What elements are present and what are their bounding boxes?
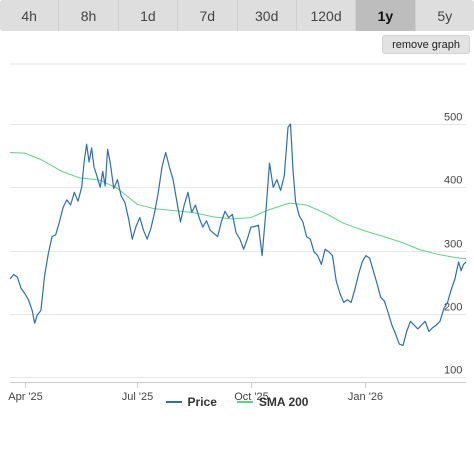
legend-item-price[interactable]: Price (165, 395, 217, 409)
legend-swatch-sma-200 (236, 401, 253, 403)
tab-120d[interactable]: 120d (296, 0, 356, 31)
legend-swatch-price (165, 401, 182, 403)
y-tick-label-200: 200 (444, 302, 462, 314)
tab-8h[interactable]: 8h (59, 0, 118, 31)
tab-1y[interactable]: 1y (356, 0, 415, 31)
x-tick-label-1: Jul '25 (122, 391, 153, 403)
tab-5y[interactable]: 5y (415, 0, 474, 31)
x-tick-label-3: Jan '26 (348, 391, 383, 403)
y-tick-label-400: 400 (444, 175, 462, 187)
x-tick-label-2: Oct '25 (234, 391, 269, 403)
tab-1d[interactable]: 1d (118, 0, 178, 31)
tab-30d[interactable]: 30d (237, 0, 296, 31)
legend-item-sma-200[interactable]: SMA 200 (236, 395, 309, 409)
y-tick-label-500: 500 (444, 112, 462, 124)
legend-label-price: Price (187, 395, 217, 409)
timeframe-tabs: 4h 8h 1d 7d 30d 120d 1y 5y (0, 0, 474, 31)
legend-label-sma-200: SMA 200 (258, 395, 309, 409)
remove-graph-button[interactable]: remove graph (382, 35, 470, 54)
chart-legend: Price SMA 200 (0, 394, 474, 410)
y-tick-label-300: 300 (444, 239, 462, 251)
x-tick-label-0: Apr '25 (8, 391, 43, 403)
tab-7d[interactable]: 7d (178, 0, 237, 31)
series-line-sma-200 (9, 152, 467, 260)
y-tick-label-100: 100 (444, 365, 462, 377)
tab-4h[interactable]: 4h (0, 0, 59, 31)
series-line-price (9, 123, 467, 346)
